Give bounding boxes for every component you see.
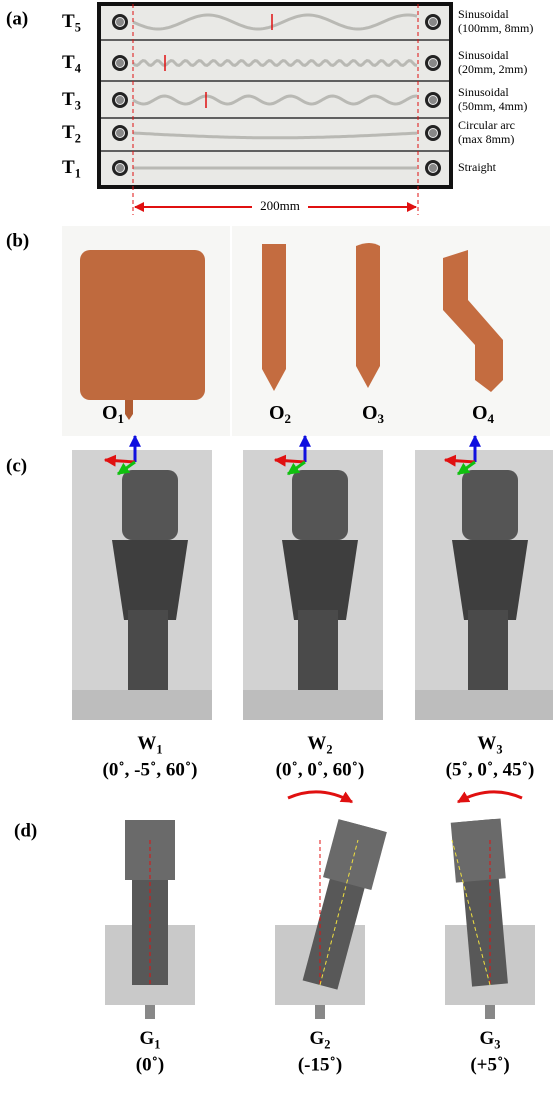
grasp-angle: (+5˚) <box>470 1054 509 1075</box>
track-description: Straight <box>458 160 497 174</box>
tip <box>485 1005 495 1019</box>
label-main: O <box>269 402 285 424</box>
swing-arrow <box>458 792 522 802</box>
finger-upper <box>323 819 387 890</box>
pose-angles: (5˚, 0˚, 45˚) <box>446 759 535 780</box>
mount <box>462 470 518 540</box>
panel-label: (c) <box>6 455 27 476</box>
label-main: G <box>310 1028 325 1049</box>
tip <box>315 1005 325 1019</box>
mount <box>292 470 348 540</box>
axis <box>275 460 305 462</box>
label: T2 <box>62 122 81 145</box>
panel-label: (d) <box>14 820 37 841</box>
label-sub: 4 <box>488 411 495 426</box>
panel-label: (b) <box>6 230 29 251</box>
mount <box>122 470 178 540</box>
screw-head <box>429 164 438 173</box>
label-main: O <box>472 402 488 424</box>
track-description: Sinusoidal <box>458 48 509 62</box>
label-sub: 2 <box>285 411 292 426</box>
gripper <box>296 819 387 991</box>
track-description: (20mm, 2mm) <box>458 62 527 76</box>
label-sub: 3 <box>378 411 385 426</box>
screw-head <box>116 96 125 105</box>
pose-angles: (0˚, -5˚, 60˚) <box>103 759 198 780</box>
screw-head <box>429 96 438 105</box>
gripper <box>282 540 358 620</box>
label-main: T <box>62 122 75 143</box>
label-main: O <box>362 402 378 424</box>
screw-head <box>429 18 438 27</box>
label-main: T <box>62 52 75 73</box>
label-main: O <box>102 402 118 424</box>
label-sub: 3 <box>75 99 81 113</box>
finger-upper <box>451 818 506 882</box>
label: T5 <box>62 11 81 34</box>
table <box>415 690 553 720</box>
grasp-angle: (0˚) <box>136 1054 164 1075</box>
screw-head <box>116 164 125 173</box>
label: G3 <box>480 1028 501 1051</box>
object <box>262 244 286 391</box>
label: T1 <box>62 157 81 180</box>
finger <box>298 610 338 690</box>
track-description: Sinusoidal <box>458 7 509 21</box>
label-sub: 1 <box>75 167 81 181</box>
finger <box>128 610 168 690</box>
swing-arrow <box>288 792 352 802</box>
track-description: (50mm, 4mm) <box>458 99 527 113</box>
label: W1 <box>137 733 162 756</box>
screw-head <box>429 59 438 68</box>
label-sub: 1 <box>118 411 125 426</box>
label-sub: 2 <box>75 132 81 146</box>
label-main: W <box>137 733 156 754</box>
axis <box>105 460 135 462</box>
screw-head <box>429 129 438 138</box>
label-main: W <box>307 733 326 754</box>
board <box>101 6 449 185</box>
track-description: Sinusoidal <box>458 85 509 99</box>
grasp-angle: (-15˚) <box>298 1054 342 1075</box>
axis <box>445 460 475 462</box>
label-sub: 2 <box>324 1038 330 1052</box>
gripper <box>112 540 188 620</box>
label: G1 <box>140 1028 161 1051</box>
label: W3 <box>477 733 502 756</box>
label-sub: 4 <box>75 62 81 76</box>
gripper <box>452 540 528 620</box>
panel-label: (a) <box>6 8 28 29</box>
label-main: G <box>140 1028 155 1049</box>
label-sub: 1 <box>156 743 162 757</box>
track-description: Circular arc <box>458 118 515 132</box>
label: G2 <box>310 1028 331 1051</box>
label: T4 <box>62 52 81 75</box>
label-sub: 2 <box>326 743 332 757</box>
label-main: W <box>477 733 496 754</box>
label-main: T <box>62 157 75 178</box>
screw-head <box>116 18 125 27</box>
label-main: G <box>480 1028 495 1049</box>
label-sub: 1 <box>154 1038 160 1052</box>
dimension: 200mm <box>260 198 300 213</box>
figure: (a) (b) (c) (d) T5Sinusoidal(100mm, 8mm)… <box>0 0 553 1110</box>
finger <box>468 610 508 690</box>
screw-head <box>116 129 125 138</box>
label-main: T <box>62 11 75 32</box>
track-description: (100mm, 8mm) <box>458 21 533 35</box>
object <box>80 250 205 400</box>
label: W2 <box>307 733 332 756</box>
track-description: (max 8mm) <box>458 132 514 146</box>
table <box>72 690 212 720</box>
label-main: T <box>62 89 75 110</box>
label-sub: 3 <box>494 1038 500 1052</box>
label-sub: 3 <box>496 743 502 757</box>
tip <box>145 1005 155 1019</box>
object <box>356 243 380 388</box>
label: T3 <box>62 89 81 112</box>
pose-angles: (0˚, 0˚, 60˚) <box>276 759 365 780</box>
screw-head <box>116 59 125 68</box>
label-sub: 5 <box>75 21 81 35</box>
table <box>243 690 383 720</box>
